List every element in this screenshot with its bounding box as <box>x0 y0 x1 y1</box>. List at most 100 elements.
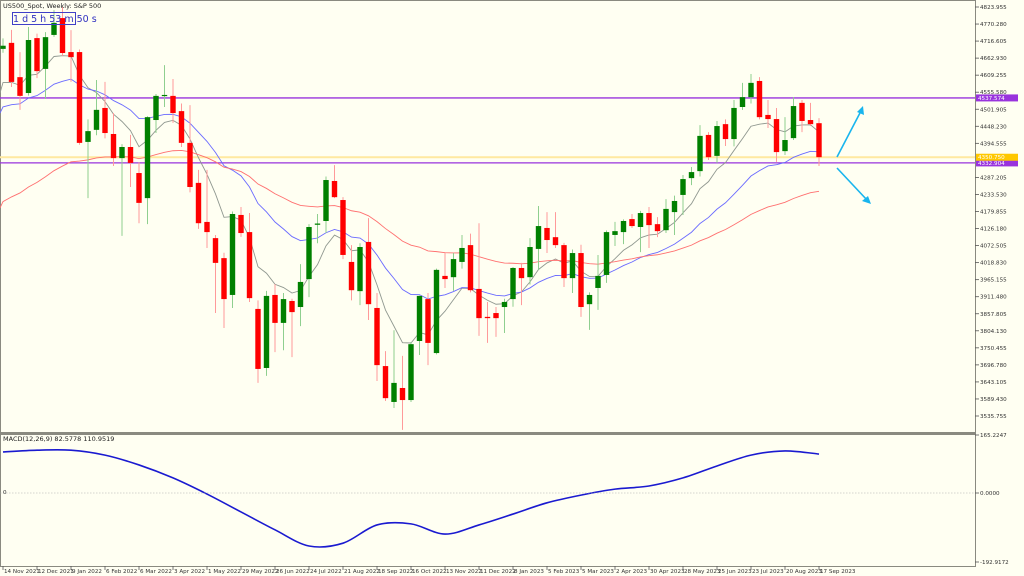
candle-body <box>552 237 559 246</box>
price-tick-label: 4609.255 <box>980 73 1007 79</box>
moving-average-line-1 <box>0 55 820 344</box>
time-tick-label: 25 Jun 2023 <box>718 569 752 575</box>
candle <box>765 100 771 128</box>
candle <box>671 195 678 235</box>
candle-body <box>59 18 66 54</box>
candle <box>773 107 780 162</box>
candle-body <box>110 133 117 159</box>
candle <box>59 6 66 56</box>
time-tick-label: 5 Mar 2023 <box>582 569 614 575</box>
level-price-tag: 4332.904 <box>978 161 1005 167</box>
candle <box>212 234 219 314</box>
macd-line <box>2 448 820 548</box>
time-tick-label: 3 Apr 2022 <box>174 569 205 575</box>
candle <box>782 117 788 155</box>
candle <box>391 330 397 408</box>
candle-body <box>816 123 822 158</box>
price-tick-label: 3911.480 <box>980 295 1007 301</box>
countdown-box <box>12 12 76 25</box>
time-tick-label: 2 Apr 2023 <box>616 569 647 575</box>
candle-body <box>306 227 312 280</box>
candle <box>272 284 278 353</box>
time-tick-label: 23 Jul 2023 <box>752 569 784 575</box>
candle-body <box>450 259 457 278</box>
time-tick-label: 17 Sep 2023 <box>820 569 856 575</box>
time-tick-label: 24 Jul 2022 <box>310 569 342 575</box>
candle-body <box>654 224 661 232</box>
bar-countdown: 1 d 5 h 53 m 50 s <box>12 12 97 25</box>
candle-body <box>807 120 814 125</box>
candle <box>238 207 244 237</box>
candle-body <box>518 267 525 279</box>
candle <box>85 119 91 199</box>
time-tick-label: 29 May 2022 <box>242 569 278 575</box>
candle-body <box>93 109 100 130</box>
candle <box>620 219 627 245</box>
candle-body <box>535 226 542 249</box>
level-price-tag: 4537.574 <box>978 96 1005 102</box>
candle <box>416 295 423 355</box>
time-tick-label: 14 Nov 2021 <box>4 569 40 575</box>
candle <box>663 199 669 234</box>
candle <box>382 351 389 401</box>
price-tick-label: 4662.930 <box>980 56 1007 62</box>
candle <box>306 224 312 298</box>
candle <box>229 211 236 308</box>
candle <box>221 252 227 328</box>
candle <box>680 174 686 215</box>
level-price-tag-box <box>976 94 1018 102</box>
candle-body <box>586 294 593 305</box>
candle-body <box>195 182 202 224</box>
candle-body <box>595 275 601 288</box>
price-tick-label: 4555.580 <box>980 90 1007 96</box>
price-axis[interactable]: 4823.955 4770.280 4716.605 4662.930 4609.255… <box>0 5 1018 566</box>
candle-body <box>51 22 57 35</box>
candle-body <box>229 213 236 295</box>
time-tick-label: 18 Sep 2022 <box>378 569 413 575</box>
candle-body <box>136 173 142 203</box>
bid-price-tag: 4350.750 <box>978 155 1005 161</box>
price-tick-label: 4394.555 <box>980 141 1007 147</box>
arrow-up-icon <box>836 110 862 158</box>
candle <box>756 77 763 120</box>
candle <box>348 245 355 301</box>
candle <box>119 144 125 236</box>
candle <box>493 307 499 337</box>
candle <box>467 233 474 293</box>
candle <box>51 10 57 37</box>
candle-body <box>391 382 397 402</box>
candle-body <box>612 231 618 235</box>
candle <box>603 230 610 283</box>
candle-body <box>620 220 627 233</box>
candle <box>501 298 508 334</box>
candle-body <box>578 253 584 308</box>
candle <box>654 217 661 238</box>
candle-body <box>765 114 771 120</box>
candle <box>204 169 210 248</box>
candle <box>816 118 822 167</box>
price-tick-label: 3857.805 <box>980 312 1007 318</box>
candle-body <box>467 245 474 291</box>
candle-body <box>433 269 440 354</box>
candle <box>799 100 805 133</box>
candle-body <box>25 40 32 94</box>
candle-body <box>0 45 6 49</box>
candle-body <box>263 295 270 368</box>
candle-body <box>314 223 321 225</box>
candle <box>246 213 253 302</box>
candle <box>255 300 261 383</box>
bid-price-tag-box <box>976 153 1018 161</box>
price-tick-label: 3696.780 <box>980 363 1007 369</box>
candle <box>170 79 176 123</box>
price-tick-label: 4072.505 <box>980 244 1007 250</box>
price-tick-label: 4823.955 <box>980 5 1007 11</box>
countdown-text: 1 d 5 h 53 m 50 s <box>13 14 97 25</box>
macd-series <box>2 448 820 548</box>
time-tick-label: 30 Apr 2023 <box>650 569 685 575</box>
price-tick-label: 4126.180 <box>980 227 1007 233</box>
candle-body <box>637 213 644 228</box>
candle-body <box>722 124 729 140</box>
candle <box>705 132 712 161</box>
